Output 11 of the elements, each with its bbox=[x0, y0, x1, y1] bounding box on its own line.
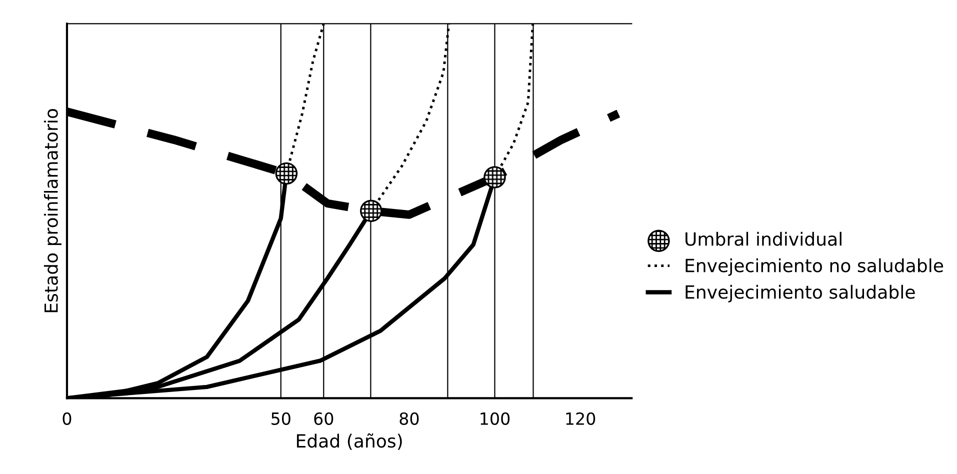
legend-label: Umbral individual bbox=[686, 232, 842, 246]
x-tick-label: 80 bbox=[400, 412, 419, 425]
x-tick-label: 60 bbox=[314, 412, 334, 425]
legend-label: Envejecimiento saludable bbox=[686, 284, 915, 302]
y-axis-title: Estado proinflamatorio bbox=[44, 108, 62, 312]
legend-label: Envejecimiento no saludable bbox=[686, 258, 944, 276]
x-tick-label: 50 bbox=[272, 412, 290, 425]
x-tick-label: 100 bbox=[480, 412, 510, 425]
x-tick-label: 0 bbox=[62, 412, 72, 425]
x-tick-label: 120 bbox=[566, 412, 596, 425]
x-axis-title: Edad (años) bbox=[296, 433, 402, 450]
